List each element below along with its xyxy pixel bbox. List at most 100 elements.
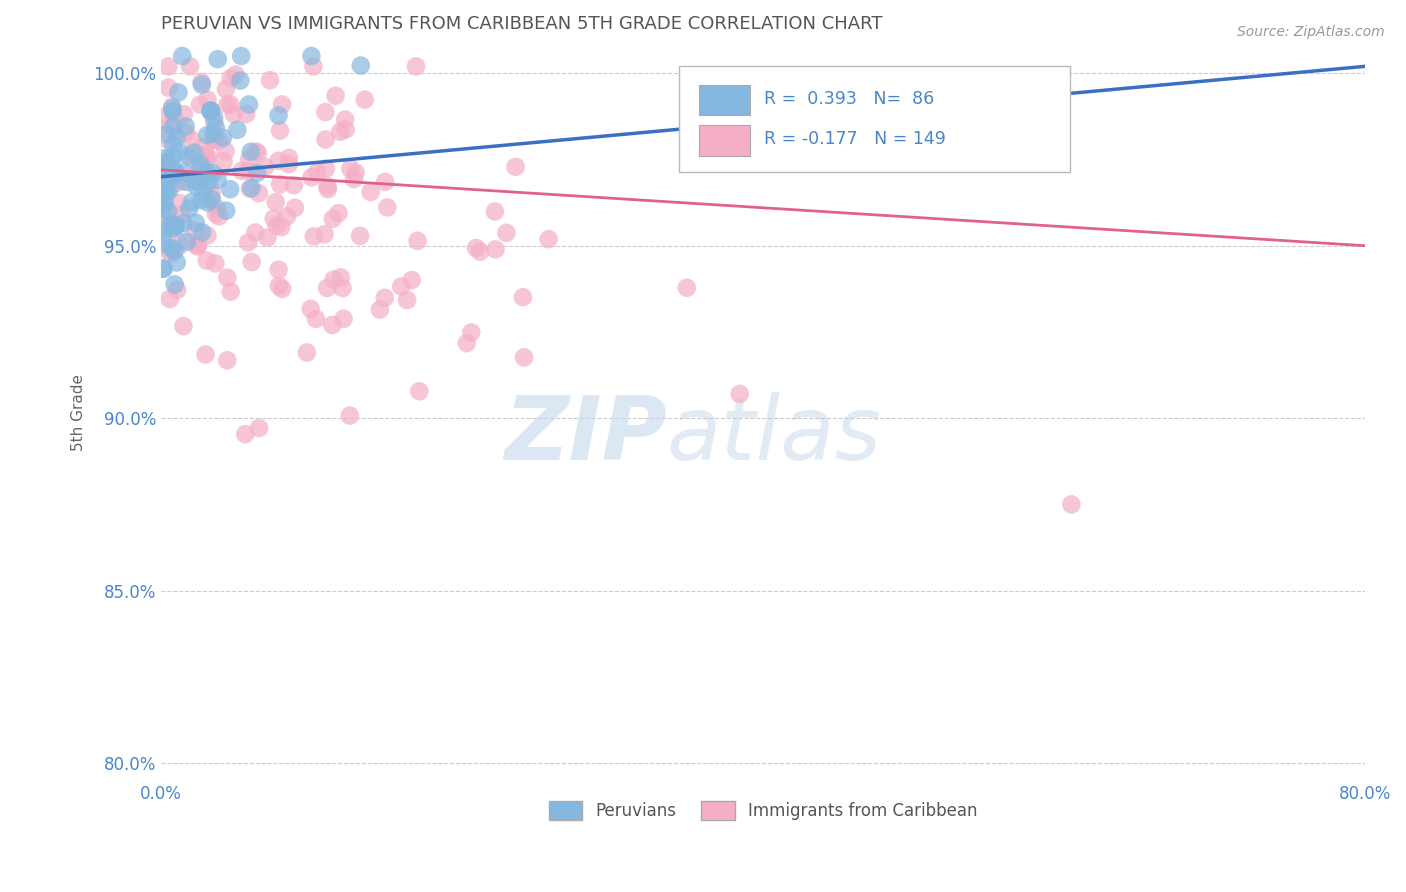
Point: [219, 182, 242, 196]
Point: [184, 216, 207, 230]
Point: [353, 93, 375, 107]
Text: PERUVIAN VS IMMIGRANTS FROM CARIBBEAN 5TH GRADE CORRELATION CHART: PERUVIAN VS IMMIGRANTS FROM CARIBBEAN 5T…: [162, 15, 883, 33]
Point: [188, 97, 211, 112]
Point: [159, 183, 181, 197]
Point: [162, 137, 184, 152]
Point: [165, 165, 187, 179]
Point: [229, 73, 252, 87]
Point: [167, 86, 190, 100]
Point: [155, 161, 177, 175]
Point: [344, 165, 367, 179]
Point: [194, 347, 217, 361]
Point: [195, 166, 218, 180]
Point: [1060, 497, 1083, 511]
Point: [328, 206, 350, 220]
Point: [173, 166, 195, 180]
Point: [153, 151, 176, 165]
Point: [335, 122, 357, 136]
Bar: [699, 125, 749, 156]
Point: [160, 100, 183, 114]
Point: [465, 241, 488, 255]
Point: [159, 119, 181, 133]
Point: [215, 203, 238, 218]
Point: [201, 193, 224, 207]
Point: [159, 219, 181, 233]
Point: [181, 133, 204, 147]
Point: [408, 384, 430, 399]
Point: [215, 82, 238, 96]
Point: [201, 166, 224, 180]
Point: [173, 107, 195, 121]
Point: [160, 241, 183, 255]
Point: [153, 194, 176, 209]
Point: [174, 126, 197, 140]
Point: [301, 170, 323, 185]
Point: [174, 120, 197, 134]
Text: atlas: atlas: [666, 392, 882, 478]
Point: [156, 220, 179, 235]
Point: [197, 195, 219, 210]
Point: [339, 409, 361, 423]
Point: [159, 169, 181, 183]
Point: [204, 133, 226, 147]
Point: [239, 145, 262, 159]
Point: [512, 290, 534, 304]
Point: [405, 59, 427, 73]
Point: [200, 103, 222, 118]
Point: [219, 98, 242, 112]
Point: [157, 59, 180, 73]
Point: [316, 281, 339, 295]
Point: [350, 58, 373, 72]
Point: [156, 203, 179, 218]
Point: [183, 145, 205, 160]
Point: [153, 109, 176, 123]
Point: [329, 125, 352, 139]
Point: [176, 149, 198, 163]
Point: [470, 244, 492, 259]
Point: [217, 353, 239, 368]
Point: [374, 291, 396, 305]
Point: [247, 421, 270, 435]
Point: [226, 123, 249, 137]
Y-axis label: 5th Grade: 5th Grade: [72, 375, 86, 451]
Point: [245, 145, 267, 159]
Point: [299, 49, 322, 63]
Point: [217, 270, 239, 285]
Point: [299, 301, 322, 316]
Point: [153, 164, 176, 178]
Point: [238, 164, 260, 178]
Point: [160, 170, 183, 185]
Point: [152, 228, 174, 243]
Point: [314, 227, 336, 242]
Point: [254, 160, 277, 174]
Point: [266, 219, 288, 233]
Bar: [699, 85, 749, 115]
Point: [169, 196, 191, 211]
Point: [170, 207, 193, 221]
Point: [163, 277, 186, 292]
Point: [163, 221, 186, 235]
Point: [159, 292, 181, 306]
Point: [276, 210, 298, 224]
Point: [302, 229, 325, 244]
Point: [166, 176, 188, 190]
Point: [505, 160, 527, 174]
Point: [181, 194, 204, 209]
Point: [316, 179, 339, 194]
Point: [197, 228, 219, 243]
Point: [339, 161, 361, 176]
Point: [264, 195, 287, 210]
Point: [267, 262, 290, 277]
Point: [484, 204, 506, 219]
Legend: Peruvians, Immigrants from Caribbean: Peruvians, Immigrants from Caribbean: [541, 795, 984, 827]
Point: [160, 247, 183, 261]
Point: [183, 223, 205, 237]
Point: [200, 103, 222, 118]
Point: [240, 181, 263, 195]
Point: [406, 234, 429, 248]
Point: [194, 147, 217, 161]
Point: [239, 182, 262, 196]
Point: [215, 145, 238, 159]
Point: [360, 185, 382, 199]
Point: [225, 68, 247, 82]
